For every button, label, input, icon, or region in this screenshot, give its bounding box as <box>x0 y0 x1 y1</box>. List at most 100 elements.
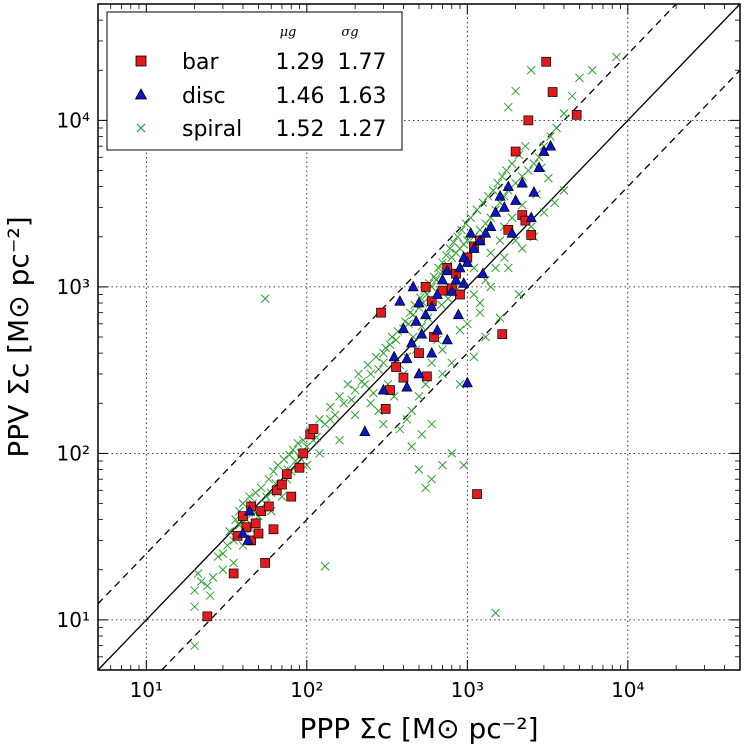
legend-bar-mu: 1.29 <box>276 50 325 75</box>
bar-point <box>228 568 239 579</box>
spiral-point <box>414 465 424 474</box>
spiral-point <box>379 358 388 368</box>
spiral-point <box>567 91 577 101</box>
legend-spiral-sigma: 1.27 <box>338 117 387 142</box>
spiral-point <box>550 198 559 208</box>
spiral-point <box>491 263 500 273</box>
spiral-point <box>472 205 482 215</box>
legend-sigma-header: σg <box>341 25 358 40</box>
spiral-point <box>381 343 391 353</box>
spiral-point <box>354 369 363 379</box>
y-axis-title: PPV Σc [M⊙ pc⁻²] <box>2 216 35 457</box>
spiral-point <box>437 300 446 310</box>
bar-point <box>294 462 305 473</box>
bar-point <box>422 371 432 382</box>
spiral-point <box>229 558 238 568</box>
spiral-point <box>260 294 270 303</box>
spiral-point <box>202 581 212 591</box>
legend-bar-marker <box>135 55 147 67</box>
spiral-point <box>544 173 553 183</box>
bar-point <box>398 372 409 383</box>
disc-point <box>441 333 453 345</box>
spiral-point <box>462 319 472 329</box>
disc-point <box>431 323 443 335</box>
legend-disc-label: disc <box>182 84 226 109</box>
disc-point <box>413 296 425 308</box>
disc-point <box>410 315 422 326</box>
spiral-point <box>486 248 496 258</box>
disc-point <box>477 267 489 279</box>
disc-point <box>450 273 462 285</box>
bar-point <box>260 558 270 568</box>
disc-point <box>406 336 418 348</box>
disc-point <box>498 201 510 212</box>
spiral-point <box>493 178 503 188</box>
spiral-point <box>269 466 278 476</box>
spiral-point <box>495 236 505 245</box>
legend-spiral-label: spiral <box>182 117 242 142</box>
spiral-point <box>350 385 360 395</box>
y-tick-label: 10³ <box>57 275 90 299</box>
spiral-point <box>481 332 490 342</box>
spiral-point <box>438 460 447 470</box>
bar-point <box>523 115 534 126</box>
spiral-point <box>507 213 517 223</box>
legend-disc-mu: 1.46 <box>276 84 325 109</box>
spiral-point <box>315 415 324 424</box>
spiral-point <box>347 395 356 405</box>
spiral-point <box>521 141 530 151</box>
disc-point <box>407 280 419 292</box>
legend: μg σg bar 1.29 1.77 disc 1.46 1.63 spira… <box>106 11 403 151</box>
spiral-point <box>293 438 303 448</box>
bar-point <box>281 469 292 480</box>
disc-point <box>420 308 432 320</box>
spiral-point <box>526 65 536 75</box>
spiral-point <box>363 360 373 370</box>
bar-point <box>286 491 297 502</box>
spiral-point <box>205 591 215 600</box>
disc-point <box>489 206 502 217</box>
disc-point <box>237 527 249 538</box>
disc-point <box>485 220 497 232</box>
spiral-point <box>475 298 485 308</box>
disc-point <box>474 234 486 245</box>
disc-point <box>516 176 528 188</box>
spiral-point <box>190 602 199 612</box>
spiral-point <box>497 172 507 181</box>
spiral-point <box>507 159 517 168</box>
y-tick-label: 10² <box>57 441 90 465</box>
spiral-point <box>475 308 485 318</box>
spiral-point <box>414 392 424 401</box>
spiral-point <box>427 358 437 368</box>
spiral-point <box>190 586 199 595</box>
bar-point <box>510 146 521 157</box>
spiral-point <box>483 191 493 201</box>
spiral-point <box>421 379 430 389</box>
bar-point <box>271 485 282 496</box>
spiral-point <box>427 474 437 484</box>
spiral-point <box>514 290 524 299</box>
spiral-point <box>469 290 479 299</box>
spiral-point <box>366 369 376 379</box>
x-tick-label: 10² <box>290 678 323 702</box>
spiral-point <box>190 641 199 651</box>
spiral-point <box>503 263 513 273</box>
legend-spiral-marker <box>136 123 146 133</box>
spiral-point <box>350 410 360 420</box>
disc-point <box>506 226 518 238</box>
disc-point <box>452 308 464 320</box>
disc-point <box>461 376 473 388</box>
spiral-point <box>445 244 455 253</box>
spiral-point <box>213 552 223 561</box>
spiral-point <box>395 424 405 434</box>
legend-mu-header: μg <box>280 25 297 40</box>
data-points <box>190 52 621 651</box>
spiral-point <box>491 608 500 618</box>
bar-point <box>391 362 401 372</box>
spiral-point <box>285 450 294 460</box>
disc-point <box>388 350 400 362</box>
spiral-point <box>343 379 353 389</box>
spiral-point <box>441 250 451 260</box>
spiral-point <box>238 499 248 508</box>
disc-point <box>416 327 428 339</box>
